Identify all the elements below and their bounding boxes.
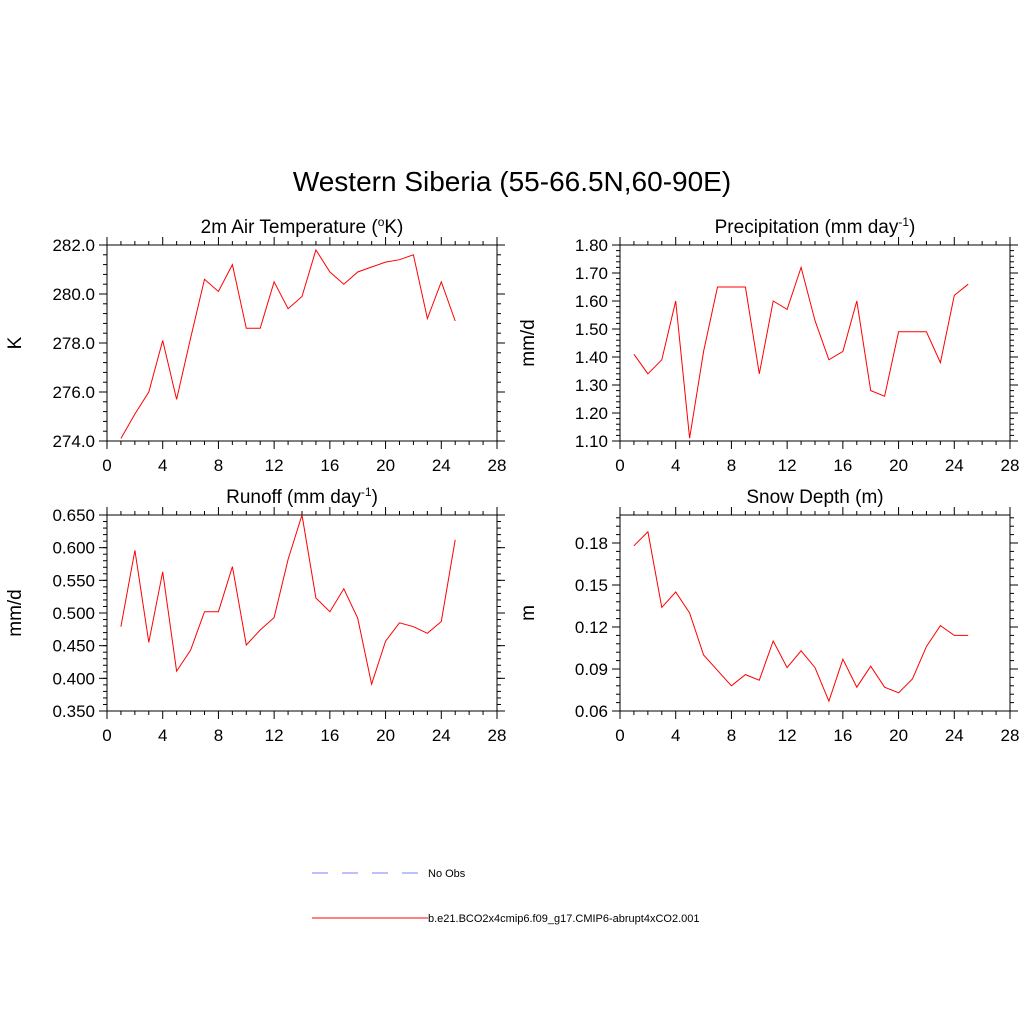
series-line-precipitation: [633, 265, 969, 439]
y-tick-label: 0.400: [52, 669, 95, 688]
x-tick-label: 8: [214, 456, 223, 475]
series-line-air-temperature: [120, 248, 456, 439]
x-tick-label: 24: [432, 726, 451, 745]
x-tick-label: 20: [376, 456, 395, 475]
y-axis-label: K: [5, 336, 26, 349]
x-tick-label: 12: [778, 726, 797, 745]
y-axis-label: m: [518, 605, 539, 621]
y-tick-label: 0.500: [52, 604, 95, 623]
x-tick-label: 12: [778, 456, 797, 475]
x-tick-label: 12: [265, 456, 284, 475]
y-axis-label: mm/d: [5, 589, 26, 637]
plot-frame: [106, 514, 498, 712]
plot-frame: [619, 244, 1011, 442]
x-tick-label: 0: [615, 456, 624, 475]
y-tick-label: 0.06: [575, 702, 608, 721]
y-tick-label: 0.09: [575, 660, 608, 679]
x-tick-label: 4: [158, 456, 167, 475]
x-tick-label: 24: [432, 456, 451, 475]
x-tick-label: 12: [265, 726, 284, 745]
x-tick-label: 0: [615, 726, 624, 745]
y-tick-label: 1.40: [575, 348, 608, 367]
y-tick-label: 0.600: [52, 539, 95, 558]
figure-title: Western Siberia (55-66.5N,60-90E): [293, 166, 731, 197]
plot-frame: [619, 514, 1011, 712]
y-tick-label: 0.550: [52, 571, 95, 590]
y-tick-label: 1.70: [575, 264, 608, 283]
y-tick-label: 0.650: [52, 506, 95, 525]
legend-label-model: b.e21.BCO2x4cmip6.f09_g17.CMIP6-abrupt4x…: [428, 913, 700, 925]
y-tick-label: 0.18: [575, 534, 608, 553]
y-tick-label: 1.30: [575, 376, 608, 395]
x-tick-label: 8: [727, 726, 736, 745]
x-tick-label: 24: [945, 726, 964, 745]
y-tick-label: 0.12: [575, 618, 608, 637]
y-tick-label: 276.0: [52, 383, 95, 402]
x-tick-label: 20: [889, 726, 908, 745]
y-tick-label: 274.0: [52, 432, 95, 451]
y-tick-label: 280.0: [52, 285, 95, 304]
x-tick-label: 20: [889, 456, 908, 475]
legend: No Obs b.e21.BCO2x4cmip6.f09_g17.CMIP6-a…: [312, 868, 700, 925]
y-tick-label: 1.10: [575, 432, 608, 451]
y-axis-label: mm/d: [518, 319, 539, 367]
legend-label-no-obs: No Obs: [428, 868, 466, 880]
x-tick-label: 16: [833, 456, 852, 475]
y-tick-label: 1.50: [575, 320, 608, 339]
y-tick-label: 1.60: [575, 292, 608, 311]
panel-snow-depth: 0 4 8 12 16 20 24 28 0.06 0.09 0.12 0.15 0.18 m Snow D…: [518, 487, 1019, 745]
panel-title: 2m Air Temperature (oK): [201, 215, 404, 238]
x-tick-label: 16: [320, 726, 339, 745]
x-tick-label: 20: [376, 726, 395, 745]
x-tick-label: 0: [102, 726, 111, 745]
x-tick-label: 28: [1001, 726, 1020, 745]
x-tick-label: 28: [1001, 456, 1020, 475]
x-tick-label: 28: [488, 726, 507, 745]
x-tick-label: 16: [320, 456, 339, 475]
y-tick-label: 1.80: [575, 236, 608, 255]
y-tick-label: 0.450: [52, 637, 95, 656]
y-tick-label: 0.350: [52, 702, 95, 721]
plot-frame: [106, 244, 498, 442]
y-tick-label: 282.0: [52, 236, 95, 255]
y-tick-label: 0.15: [575, 576, 608, 595]
y-tick-label: 278.0: [52, 334, 95, 353]
y-tick-label: 1.20: [575, 404, 608, 423]
panel-runoff: 0 4 8 12 16 20 24 28 0.350 0.400 0.450 0.500 0.550 0.…: [5, 485, 506, 745]
panel-precipitation: 0 4 8 12 16 20 24 28 1.10 1.20 1.30 1.40 1.50 1.60 1.7…: [518, 215, 1019, 475]
x-tick-label: 16: [833, 726, 852, 745]
series-line-snow-depth: [633, 530, 969, 703]
x-tick-label: 4: [671, 726, 680, 745]
panel-title: Snow Depth (m): [746, 487, 883, 508]
x-tick-label: 4: [671, 456, 680, 475]
x-tick-label: 24: [945, 456, 964, 475]
x-tick-label: 28: [488, 456, 507, 475]
x-tick-label: 0: [102, 456, 111, 475]
x-tick-label: 4: [158, 726, 167, 745]
x-tick-label: 8: [214, 726, 223, 745]
panel-air-temperature: 0 4 8 12 16 20 24 28 274.0 276.0 278.0 280.0 282.0 K 2…: [5, 215, 506, 475]
panel-title: Runoff (mm day-1): [226, 485, 378, 508]
series-line-runoff: [120, 514, 456, 687]
panels: 0 4 8 12 16 20 24 28 274.0 276.0 278.0 280.0 282.0 K 2…: [5, 215, 1019, 745]
x-tick-label: 8: [727, 456, 736, 475]
panel-title: Precipitation (mm day-1): [715, 215, 916, 238]
